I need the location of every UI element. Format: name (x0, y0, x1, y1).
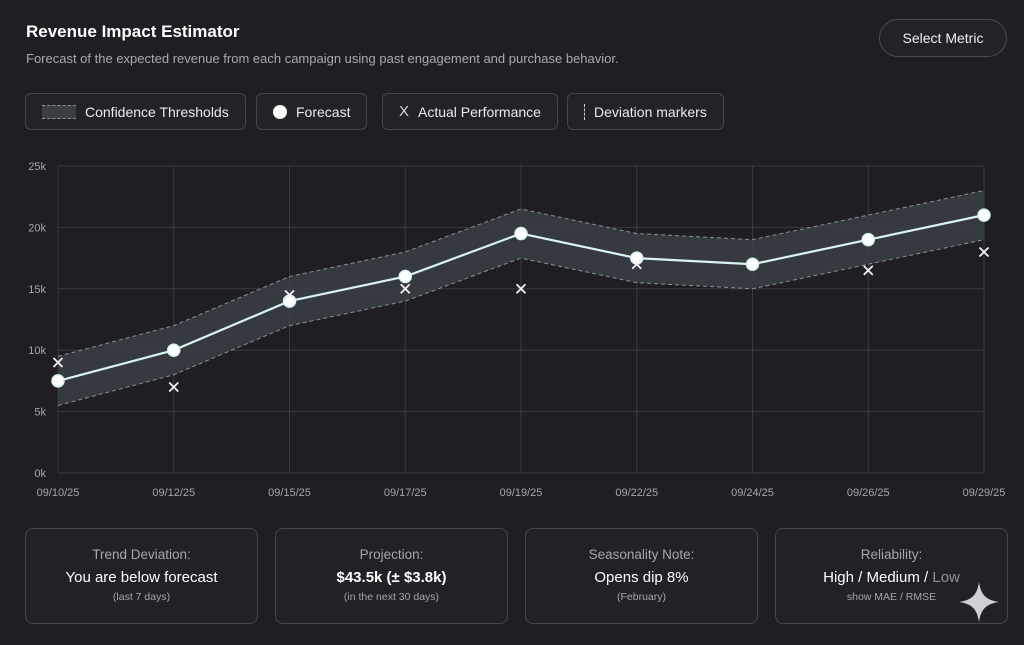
select-metric-button[interactable]: Select Metric (879, 19, 1007, 57)
trend-deviation-card: Trend Deviation: You are below forecast … (25, 528, 258, 624)
reliability-metrics-link[interactable]: show MAE / RMSE (846, 591, 937, 603)
x-tick-label-1: 09/12/25 (152, 487, 195, 499)
legend-confidence-label: Confidence Thresholds (85, 103, 229, 120)
reliability-high[interactable]: High (823, 569, 854, 586)
projection-note: (in the next 30 days) (343, 591, 440, 603)
projection-label: Projection: (359, 547, 424, 562)
forecast-point-8 (977, 208, 991, 222)
reliability-value: High / Medium / Low (823, 569, 960, 586)
forecast-point-1 (167, 343, 181, 357)
y-tick-label-3: 15k (28, 284, 46, 296)
reliability-medium[interactable]: Medium (866, 569, 920, 586)
legend-deviation-toggle[interactable]: Deviation markers (567, 93, 724, 130)
forecast-point-2 (282, 294, 297, 308)
confidence-band-icon (42, 104, 76, 119)
seasonality-note: (February) (616, 591, 666, 603)
y-tick-label-0: 0k (34, 468, 46, 480)
forecast-point-6 (745, 257, 760, 271)
actual-x-icon: X (399, 103, 410, 120)
forecast-point-7 (861, 232, 875, 247)
x-tick-label-3: 09/17/25 (384, 487, 427, 499)
reliability-low[interactable]: Low (932, 569, 960, 586)
actual-point-1 (168, 381, 179, 393)
forecast-point-3 (398, 269, 412, 284)
projection-value: $43.5k (± $3.8k) (336, 569, 447, 586)
actual-point-2 (284, 289, 295, 301)
reliability-sep-2: / (919, 569, 933, 586)
x-tick-label-0: 09/10/25 (37, 487, 80, 499)
y-tick-label-4: 20k (28, 222, 46, 234)
x-tick-label-7: 09/26/25 (847, 487, 890, 499)
x-tick-label-5: 09/22/25 (615, 487, 658, 499)
deviation-line-icon (584, 103, 585, 120)
revenue-forecast-chart: 0k 5k 10k 15k 20k 25k 09/10/25 09/12/25 09/15/25… (28, 161, 1006, 499)
legend-forecast-label: Forecast (296, 103, 351, 120)
y-tick-label-1: 5k (34, 407, 46, 419)
actual-point-3 (400, 283, 411, 294)
page-title: Revenue Impact Estimator (26, 22, 240, 41)
y-tick-label-2: 10k (28, 345, 46, 357)
x-tick-label-8: 09/29/25 (963, 487, 1006, 499)
x-tick-label-2: 09/15/25 (268, 487, 311, 499)
page-subtitle: Forecast of the expected revenue from ea… (26, 51, 619, 66)
legend-forecast-toggle[interactable]: Forecast (256, 93, 368, 130)
confidence-upper-edge (57, 190, 985, 357)
legend-actual-label: Actual Performance (418, 103, 541, 120)
projection-card: Projection: $43.5k (± $3.8k) (in the nex… (275, 528, 508, 624)
confidence-band (58, 190, 984, 406)
actual-point-5 (631, 259, 642, 270)
forecast-point-0 (51, 374, 65, 388)
seasonality-value: Opens dip 8% (594, 569, 689, 586)
x-tick-label-4: 09/19/25 (500, 487, 543, 499)
reliability-card: Reliability: High / Medium / Low show MA… (775, 528, 1008, 624)
x-tick-label-6: 09/24/25 (731, 487, 774, 499)
y-tick-label-5: 25k (28, 161, 46, 173)
legend-actual-toggle[interactable]: X Actual Performance (382, 93, 558, 130)
forecast-point-4 (514, 226, 528, 241)
seasonality-label: Seasonality Note: (588, 547, 695, 562)
actual-point-7 (863, 265, 874, 276)
forecast-point-5 (630, 251, 644, 265)
forecast-dot-icon (273, 104, 287, 119)
actual-point-0 (52, 357, 64, 368)
sparkle-icon (959, 582, 999, 622)
trend-deviation-note: (last 7 days) (112, 591, 171, 603)
confidence-lower-edge (57, 239, 985, 406)
legend-deviation-label: Deviation markers (594, 103, 707, 120)
reliability-label: Reliability: (860, 547, 923, 562)
reliability-sep-1: / (853, 569, 867, 586)
seasonality-card: Seasonality Note: Opens dip 8% (February… (525, 528, 758, 624)
trend-deviation-label: Trend Deviation: (92, 547, 191, 562)
actual-point-8 (978, 246, 990, 258)
actual-point-4 (515, 283, 527, 294)
legend-confidence-toggle[interactable]: Confidence Thresholds (25, 93, 246, 130)
trend-deviation-value: You are below forecast (65, 569, 218, 586)
